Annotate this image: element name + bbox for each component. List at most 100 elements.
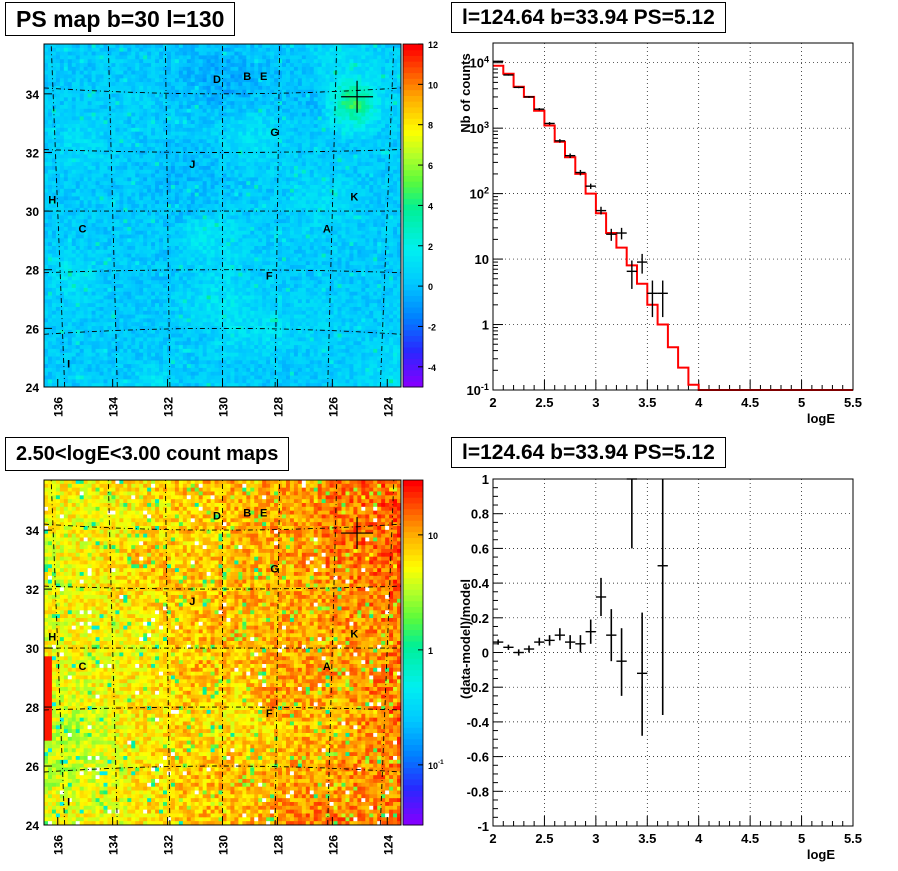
- lon-line: [379, 480, 395, 825]
- lon-line: [107, 480, 118, 825]
- y-tick-label: 0.6: [471, 541, 489, 556]
- count-map-panel: 136 134 132 130 128 126 124 24 26 28 30 32 34 D B E G J H K…: [26, 479, 402, 855]
- residual-point: [657, 479, 668, 715]
- data-point: [554, 139, 565, 143]
- map-graticule: [44, 44, 401, 387]
- colorbar-tick-label: 4: [428, 201, 433, 211]
- lon-line: [379, 44, 395, 387]
- lon-line: [50, 480, 66, 825]
- x-tick-label: 2: [489, 395, 496, 410]
- source-label-C: C: [78, 661, 86, 673]
- residual-point: [554, 628, 565, 641]
- y-tick-label: 24: [26, 819, 40, 833]
- lon-line: [327, 44, 338, 387]
- colorbar-tick-label: 2: [428, 242, 433, 252]
- residual-point: [565, 635, 576, 650]
- data-point: [565, 153, 576, 159]
- lon-line: [50, 44, 66, 387]
- source-label-B: B: [243, 71, 251, 83]
- residual-point: [637, 612, 648, 736]
- source-label-I: I: [67, 359, 70, 371]
- colorbar-tick-label: -4: [428, 363, 436, 373]
- source-label-K: K: [350, 628, 358, 640]
- residual-point: [616, 628, 627, 696]
- colorbar-tick-label: 10: [428, 531, 438, 541]
- residual-title: l=124.64 b=33.94 PS=5.12: [451, 437, 726, 468]
- source-label-J: J: [189, 596, 195, 608]
- x-tick-label: 5.5: [844, 831, 862, 846]
- source-label-B: B: [243, 507, 251, 519]
- y-tick-label: 1: [482, 318, 489, 333]
- source-label-K: K: [350, 191, 358, 203]
- data-point: [637, 253, 648, 274]
- lon-line: [274, 480, 281, 825]
- source-label-D: D: [213, 510, 221, 522]
- data-point: [657, 280, 668, 318]
- residual-point: [544, 635, 555, 646]
- colorbar-tick-label: 10: [428, 80, 438, 90]
- source-label-H: H: [48, 631, 56, 643]
- data-point: [616, 227, 627, 240]
- y-tick-label: 102: [469, 186, 489, 202]
- y-tick-label: 28: [26, 701, 40, 715]
- residual-point: [513, 649, 524, 656]
- map-graticule: [44, 480, 401, 825]
- x-tick-label: 2.5: [535, 831, 553, 846]
- data-point: [575, 169, 586, 176]
- y-tick-label: -0.2: [467, 680, 489, 695]
- lon-line: [164, 44, 171, 387]
- data-point: [523, 96, 535, 98]
- source-label-I: I: [67, 796, 70, 808]
- residual-panel: 2 2.5 3 3.5 4 4.5 5 5.5 -1 -0.8 -0.6 -0.4 -0.2 0 0.2 0.…: [458, 472, 862, 862]
- x-tick-label: 124: [381, 835, 395, 855]
- residual-point: [493, 639, 504, 645]
- x-tick-label: 130: [217, 835, 231, 855]
- x-tick-label: 5: [798, 831, 805, 846]
- x-tick-label: 136: [52, 397, 66, 417]
- y-tick-label: -0.8: [467, 784, 489, 799]
- x-tick-label: 132: [162, 397, 176, 417]
- source-label-H: H: [48, 194, 56, 206]
- y-tick-label: 34: [26, 524, 40, 538]
- x-tick-label: 132: [162, 835, 176, 855]
- lon-line: [107, 44, 118, 387]
- x-tick-label: 134: [107, 835, 121, 855]
- y-tick-label: 30: [26, 642, 40, 656]
- y-axis-label: (data-model)/model: [458, 579, 473, 699]
- colorbar-tick-label: 6: [428, 161, 433, 171]
- y-tick-label: 10: [475, 252, 489, 267]
- data-point: [606, 228, 617, 241]
- y-tick-label: 24: [26, 381, 40, 395]
- colorbar-tick-label: 12: [428, 40, 438, 50]
- colorbar-tick-label: 1: [428, 646, 433, 656]
- lat-line: [184, 386, 261, 387]
- x-tick-label: 4.5: [741, 831, 759, 846]
- y-tick-label: 32: [26, 146, 40, 160]
- colorbar-frame: [402, 43, 424, 388]
- y-tick-label: -0.4: [467, 715, 490, 730]
- x-tick-label: 136: [52, 835, 66, 855]
- colorbar-tick-label: 10-1: [428, 759, 444, 771]
- heatmap-cells: [44, 44, 402, 388]
- y-tick-label: 0.2: [471, 611, 489, 626]
- x-tick-label: 3: [592, 831, 599, 846]
- x-tick-label: 130: [217, 397, 231, 417]
- x-tick-label: 3.5: [638, 831, 656, 846]
- colorbar-tick-label: 8: [428, 121, 433, 131]
- data-point: [513, 86, 524, 89]
- source-label-A: A: [323, 661, 331, 673]
- y-tick-label: 26: [26, 760, 40, 774]
- y-tick-label: -0.6: [467, 750, 489, 765]
- y-tick-label: 1: [482, 472, 489, 487]
- colorbar-tick-label: -2: [428, 322, 436, 332]
- x-tick-label: 5.5: [844, 395, 862, 410]
- residual-point: [534, 637, 545, 646]
- x-tick-label: 3: [592, 395, 599, 410]
- residual-point: [503, 644, 514, 650]
- data-point: [544, 122, 555, 125]
- x-tick-label: 126: [326, 397, 340, 417]
- y-tick-label: 28: [26, 264, 40, 278]
- y-axis-label: Nb of counts: [458, 53, 473, 132]
- x-tick-label: 2.5: [535, 395, 553, 410]
